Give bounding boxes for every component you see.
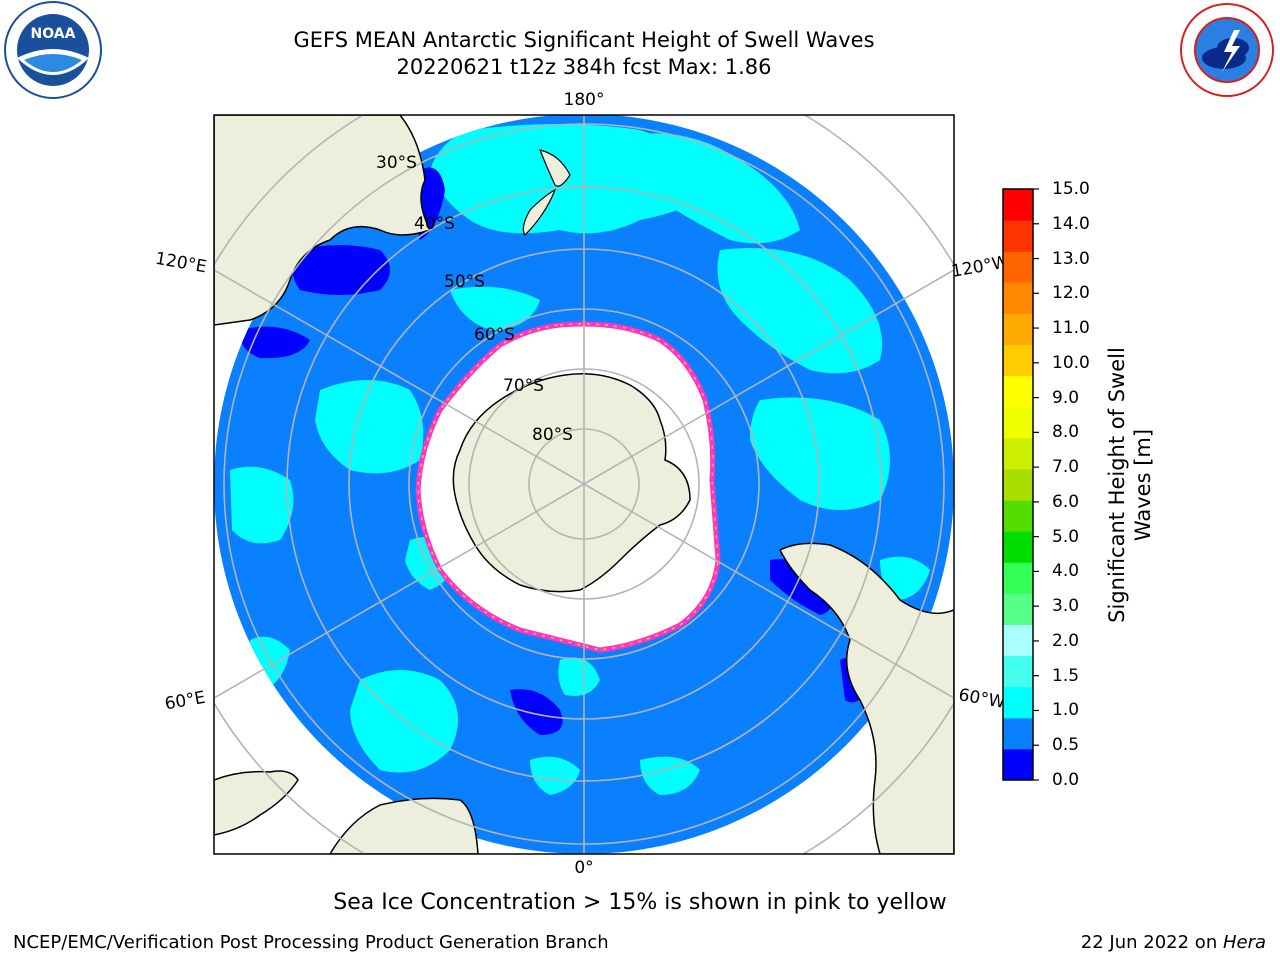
colorbar-segment xyxy=(1003,313,1033,346)
colorbar-segment xyxy=(1003,717,1033,750)
south-america-landmass xyxy=(778,542,954,854)
colorbar-tick-label: 8.0 xyxy=(1052,422,1080,443)
footer-date: 22 Jun 2022 on Hera xyxy=(1081,932,1266,953)
lat-label-70s: 70°S xyxy=(503,376,544,396)
lat-label-60s: 60°S xyxy=(474,325,515,345)
colorbar-segment xyxy=(1003,500,1033,532)
lon-label-0: 0° xyxy=(574,858,593,878)
swell-patches xyxy=(230,124,930,795)
colorbar-tick-label: 9.0 xyxy=(1052,387,1080,408)
colorbar-segment xyxy=(1003,282,1033,314)
lat-label-50s: 50°S xyxy=(444,272,485,292)
colorbar-segment xyxy=(1003,406,1033,439)
colorbar-tick-label: 0.5 xyxy=(1052,735,1080,756)
lat-label-30s: 30°S xyxy=(376,153,417,173)
noaa-logo-text: NOAA xyxy=(31,26,76,42)
australia-landmass xyxy=(214,115,432,326)
colorbar-tick-label: 2.0 xyxy=(1052,630,1080,651)
map-subtitle: 20220621 t12z 384h fcst Max: 1.86 xyxy=(396,55,772,79)
lon-label-60e: 60°E xyxy=(163,688,207,715)
colorbar-segment xyxy=(1003,220,1033,252)
nws-logo xyxy=(1180,3,1274,97)
colorbar-segment xyxy=(1003,437,1033,470)
colorbar-tick-label: 7.0 xyxy=(1052,457,1080,478)
lon-label-180: 180° xyxy=(564,90,605,110)
colorbar-tick-label: 11.0 xyxy=(1052,318,1090,339)
new-zealand-north xyxy=(539,149,571,187)
colorbar-segment xyxy=(1003,624,1033,657)
africa-landmass xyxy=(329,797,479,854)
colorbar-tick-label: 10.0 xyxy=(1052,352,1090,373)
noaa-logo: NOAA xyxy=(4,1,102,99)
colorbar-segment xyxy=(1003,655,1033,688)
colorbar-segment xyxy=(1003,562,1033,594)
colorbar-segment xyxy=(1003,251,1033,283)
lon-label-60w: 60°W xyxy=(957,685,1007,713)
colorbar-tick-label: 15.0 xyxy=(1052,179,1090,199)
colorbar-tick-label: 14.0 xyxy=(1052,213,1090,234)
colorbar-segment xyxy=(1003,468,1033,501)
colorbar-tick-label: 3.0 xyxy=(1052,596,1080,617)
colorbar-tick-label: 1.0 xyxy=(1052,700,1080,721)
lon-label-120e: 120°E xyxy=(154,249,208,278)
colorbar xyxy=(1002,188,1039,781)
colorbar-title: Significant Height of Swell Waves [m] xyxy=(1104,315,1156,655)
colorbar-tick-label: 13.0 xyxy=(1052,248,1090,269)
map-title: GEFS MEAN Antarctic Significant Height o… xyxy=(293,28,875,52)
colorbar-segment xyxy=(1003,531,1033,563)
lat-label-80s: 80°S xyxy=(532,425,573,445)
footer-machine: Hera xyxy=(1222,932,1266,953)
new-zealand-south xyxy=(522,188,557,236)
colorbar-segment xyxy=(1003,593,1033,625)
colorbar-tick-label: 12.0 xyxy=(1052,283,1090,304)
madagascar-landmass xyxy=(214,770,299,836)
map-frame xyxy=(213,114,955,855)
sea-ice-edge xyxy=(417,323,719,651)
antarctica-landmass xyxy=(452,373,691,593)
colorbar-segment xyxy=(1003,375,1033,408)
colorbar-tick-label: 4.0 xyxy=(1052,561,1080,582)
footer-credit: NCEP/EMC/Verification Post Processing Pr… xyxy=(13,932,609,953)
colorbar-tick-label: 0.0 xyxy=(1052,770,1080,790)
colorbar-title-line2: Waves [m] xyxy=(1131,428,1155,542)
colorbar-segment xyxy=(1003,686,1033,719)
meridian-lines xyxy=(214,115,954,854)
lat-label-40s: 40°S xyxy=(414,214,455,234)
colorbar-tick-label: 6.0 xyxy=(1052,491,1080,512)
lon-label-120w: 120°W xyxy=(950,252,1011,282)
colorbar-title-line1: Significant Height of Swell xyxy=(1105,347,1129,623)
colorbar-segment xyxy=(1003,748,1033,781)
colorbar-tick-label: 1.5 xyxy=(1052,665,1080,686)
colorbar-segment xyxy=(1003,344,1033,377)
colorbar-tick-label: 5.0 xyxy=(1052,526,1080,547)
sea-ice-note: Sea Ice Concentration > 15% is shown in … xyxy=(333,890,947,915)
colorbar-segment xyxy=(1003,189,1033,221)
footer-date-text: 22 Jun 2022 on xyxy=(1080,932,1223,953)
colorbar-frame xyxy=(1002,188,1034,781)
